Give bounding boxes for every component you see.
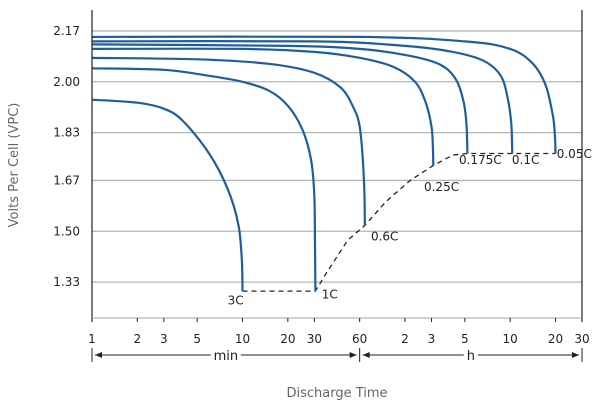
range-label-bg — [210, 347, 241, 363]
y-tick-label: 1.33 — [53, 275, 80, 289]
series-line-1C — [91, 67, 317, 292]
x-tick-label: 3 — [428, 332, 436, 346]
y-tick-label: 1.50 — [53, 224, 80, 238]
x-tick-label: 30 — [307, 332, 322, 346]
y-tick-label: 1.67 — [53, 173, 80, 187]
series-line-0_1C — [91, 39, 514, 154]
x-tick-label: 3 — [160, 332, 168, 346]
x-tick-label: 10 — [235, 332, 250, 346]
x-tick-label: 20 — [548, 332, 563, 346]
range-arrow-left — [362, 352, 370, 358]
series-line-0_6C — [91, 56, 366, 226]
x-tick-label: 5 — [193, 332, 201, 346]
x-tick-label: 30 — [574, 332, 589, 346]
curve-label: 0.6C — [371, 229, 398, 243]
y-tick-labels: 2.17 2.00 1.83 1.67 1.50 1.33 — [53, 24, 80, 289]
range-arrow-right — [349, 352, 357, 358]
series-layer — [91, 35, 557, 292]
x-tick-label: 60 — [352, 332, 367, 346]
curve-label: 0.25C — [424, 180, 459, 194]
range-arrow-right — [572, 352, 579, 358]
series-line-0_25C — [91, 47, 435, 166]
x-tick-label: 20 — [280, 332, 295, 346]
y-tick-label: 2.00 — [53, 75, 80, 89]
curve-label: 1C — [322, 288, 338, 302]
curve-label: 0.175C — [459, 153, 502, 167]
end-voltage-dashed-line — [242, 152, 556, 292]
series-line-0_05C — [91, 35, 557, 154]
x-tick-label: 2 — [133, 332, 141, 346]
grid-lines — [92, 30, 582, 283]
x-axis-title: Discharge Time — [286, 386, 387, 401]
range-label-bg — [463, 347, 478, 363]
range-arrow-left — [95, 352, 102, 358]
curve-label: 0.1C — [512, 153, 539, 167]
x-tick-label: 10 — [503, 332, 518, 346]
x-tick-label: 2 — [401, 332, 409, 346]
range-label: min — [214, 349, 239, 364]
y-axis-title: Volts Per Cell (VPC) — [7, 103, 22, 228]
x-tick-label: 1 — [88, 332, 96, 346]
y-tick-label: 1.83 — [53, 126, 80, 140]
y-tick-label: 2.17 — [53, 24, 80, 38]
plot-frame — [91, 10, 583, 322]
curve-label: 3C — [228, 294, 244, 308]
time-range-markers: min h — [91, 347, 583, 364]
x-tick-labels: 1 2 3 5 10 20 30 60 2 3 5 10 20 30 — [88, 332, 589, 346]
range-label: h — [467, 349, 475, 364]
series-line-3C — [91, 98, 244, 292]
x-tick-label: 5 — [461, 332, 469, 346]
curve-label: 0.05C — [557, 147, 592, 161]
series-line-0_175C — [91, 43, 469, 154]
